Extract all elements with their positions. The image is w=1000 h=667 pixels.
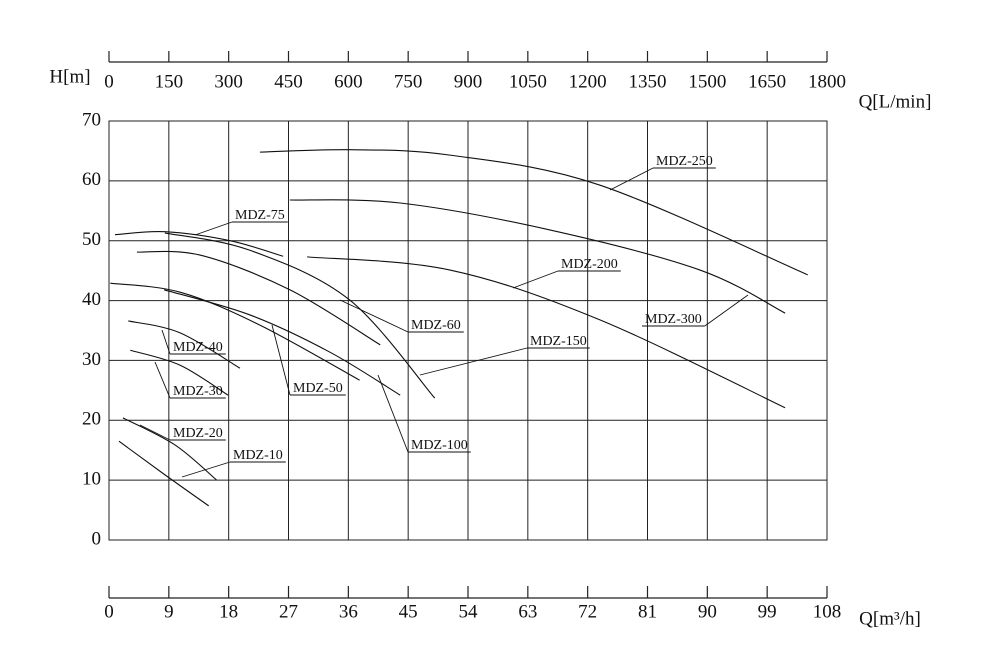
pump-curve (289, 199, 786, 314)
pump-curve (307, 256, 786, 409)
x-tick-label: 0 (104, 601, 114, 622)
pump-curve (122, 417, 218, 481)
top-tick-label: 900 (454, 71, 483, 92)
leader-line (377, 374, 409, 453)
curve-label: MDZ-75 (235, 208, 285, 223)
y-tick-label: 60 (82, 169, 101, 190)
y-tick-label: 20 (82, 409, 101, 430)
curve-label: MDZ-10 (233, 448, 283, 463)
pump-curve (136, 250, 381, 346)
leader-line (194, 221, 233, 236)
x-tick-label: 81 (638, 601, 657, 622)
x-tick-label: 72 (578, 601, 597, 622)
leader-line (181, 461, 231, 478)
x-tick-label: 63 (518, 601, 537, 622)
top-tick-label: 750 (394, 71, 423, 92)
top-tick-label: 1800 (808, 71, 846, 92)
x-axis-title: Q[m³/h] (859, 608, 921, 629)
curve-label: MDZ-150 (530, 334, 587, 349)
pump-curve (130, 349, 229, 396)
top-tick-label: 1650 (748, 71, 786, 92)
y-tick-label: 40 (82, 289, 101, 310)
top-tick-label: 600 (334, 71, 363, 92)
top-tick-label: 0 (104, 71, 114, 92)
leader-line (704, 294, 749, 327)
x-tick-label: 99 (758, 601, 777, 622)
curve-label: MDZ-30 (173, 384, 223, 399)
pump-curve (128, 320, 241, 369)
y-tick-label: 50 (82, 229, 101, 250)
top-axis-title: Q[L/min] (859, 91, 932, 112)
curve-label: MDZ-20 (173, 426, 223, 441)
y-tick-label: 30 (82, 349, 101, 370)
x-tick-label: 36 (339, 601, 358, 622)
pump-curve (164, 232, 436, 399)
leader-line (419, 347, 528, 376)
curve-label: MDZ-60 (411, 318, 461, 333)
x-tick-label: 9 (164, 601, 174, 622)
leader-line (512, 270, 559, 289)
curve-label: MDZ-200 (561, 257, 618, 272)
pump-curve (114, 231, 284, 257)
y-tick-label: 0 (92, 528, 102, 549)
top-tick-label: 1350 (629, 71, 667, 92)
y-tick-label: 70 (82, 109, 101, 130)
x-tick-label: 108 (813, 601, 842, 622)
leader-line (161, 329, 171, 355)
top-tick-label: 300 (214, 71, 243, 92)
leader-line (609, 167, 654, 191)
top-tick-label: 450 (274, 71, 303, 92)
curve-label: MDZ-100 (411, 438, 468, 453)
y-tick-label: 10 (82, 469, 101, 490)
x-tick-label: 18 (219, 601, 238, 622)
top-tick-label: 1200 (569, 71, 607, 92)
pump-curve (164, 289, 401, 396)
top-tick-label: 1050 (509, 71, 547, 92)
y-axis-title: H[m] (49, 66, 90, 87)
curve-label: MDZ-250 (656, 154, 713, 169)
leader-line (339, 299, 409, 333)
leader-line (154, 361, 171, 399)
pump-curve (259, 149, 808, 276)
x-tick-label: 45 (399, 601, 418, 622)
pump-curve (110, 282, 360, 381)
curve-label: MDZ-50 (293, 381, 343, 396)
x-tick-label: 27 (279, 601, 298, 622)
curve-label: MDZ-40 (173, 340, 223, 355)
pump-curve (118, 440, 210, 507)
leader-line (139, 424, 171, 441)
curve-label: MDZ-300 (645, 312, 702, 327)
x-tick-label: 54 (459, 601, 479, 622)
top-tick-label: 150 (155, 71, 184, 92)
leader-line (271, 324, 291, 396)
top-tick-label: 1500 (688, 71, 726, 92)
x-tick-label: 90 (698, 601, 717, 622)
